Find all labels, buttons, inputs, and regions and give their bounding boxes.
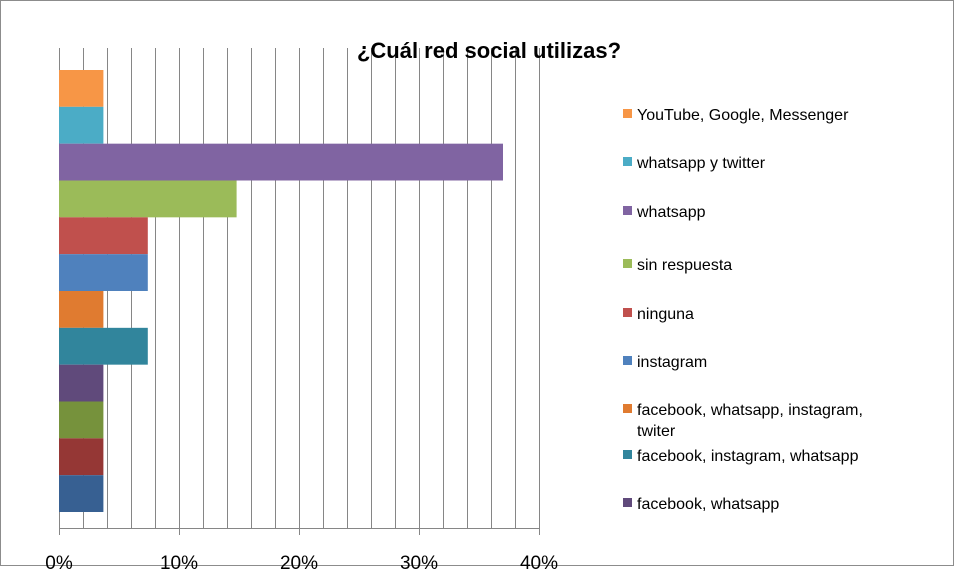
bar-whatsapp	[59, 143, 503, 181]
legend-label: ninguna	[637, 306, 694, 323]
legend-item: whatsapp	[623, 204, 706, 221]
x-tick-label: 40%	[520, 553, 558, 574]
legend-swatch	[623, 109, 632, 118]
legend-swatch	[623, 356, 632, 365]
legend-label: instagram	[637, 354, 707, 371]
legend-label: sin respuesta	[637, 257, 732, 274]
chart-frame	[0, 0, 954, 566]
x-tick-label: 0%	[45, 553, 73, 574]
bar-youtube-google-messenger	[59, 70, 104, 107]
legend-swatch	[623, 498, 632, 507]
bar-facebook-whatsapp	[59, 364, 104, 402]
legend-swatch	[623, 308, 632, 317]
bar-sin-respuesta	[59, 180, 237, 218]
legend-item: YouTube, Google, Messenger	[623, 107, 849, 124]
legend-label: facebook, instagram, whatsapp	[637, 448, 859, 465]
legend-label: facebook, whatsapp	[637, 496, 779, 513]
gridlines	[83, 48, 540, 528]
legend-label: YouTube, Google, Messenger	[637, 107, 849, 124]
legend-label: facebook, whatsapp, instagram, twiter	[637, 402, 863, 440]
x-tick-label: 30%	[400, 553, 438, 574]
legend-swatch	[623, 259, 632, 268]
legend-item: instagram	[623, 354, 707, 371]
bar-unlabeled-11	[59, 475, 104, 512]
bar-instagram	[59, 254, 148, 291]
bars	[59, 70, 503, 512]
legend-swatch	[623, 157, 632, 166]
legend-swatch	[623, 450, 632, 459]
bar-unlabeled-9	[59, 401, 104, 439]
x-tick-label: 10%	[160, 553, 198, 574]
bar-unlabeled-10	[59, 438, 104, 476]
bar-ninguna	[59, 217, 148, 255]
legend-item: ninguna	[623, 306, 694, 323]
bar-whatsapp-y-twitter	[59, 106, 104, 144]
bar-facebook-whatsapp-instagram-twiter	[59, 291, 104, 328]
legend-item: sin respuesta	[623, 257, 732, 274]
legend: YouTube, Google, Messenger whatsapp y twi…	[623, 107, 863, 513]
legend-swatch	[623, 404, 632, 413]
legend-item: facebook, whatsapp, instagram, twiter	[623, 402, 863, 440]
legend-swatch	[623, 206, 632, 215]
chart-title: ¿Cuál red social utilizas?	[357, 38, 621, 63]
legend-label: whatsapp y twitter	[636, 155, 766, 172]
bar-facebook-instagram-whatsapp	[59, 327, 148, 365]
legend-item: facebook, instagram, whatsapp	[623, 448, 859, 465]
legend-item: whatsapp y twitter	[623, 155, 766, 172]
legend-item: facebook, whatsapp	[623, 496, 779, 513]
x-tick-label: 20%	[280, 553, 318, 574]
x-tick-labels: 0% 10% 20% 30% 40%	[45, 528, 558, 574]
legend-label: whatsapp	[636, 204, 706, 221]
